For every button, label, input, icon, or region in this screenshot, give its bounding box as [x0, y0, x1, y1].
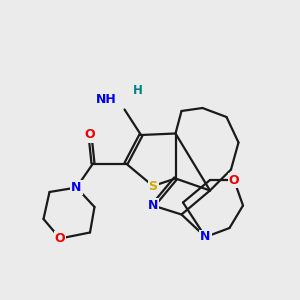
Text: N: N: [71, 181, 82, 194]
Text: O: O: [85, 128, 95, 142]
Text: O: O: [229, 173, 239, 187]
Text: O: O: [55, 232, 65, 245]
Text: N: N: [148, 199, 158, 212]
Text: NH: NH: [96, 92, 117, 106]
Text: N: N: [200, 230, 211, 244]
Text: H: H: [133, 83, 143, 97]
Text: S: S: [148, 179, 158, 193]
